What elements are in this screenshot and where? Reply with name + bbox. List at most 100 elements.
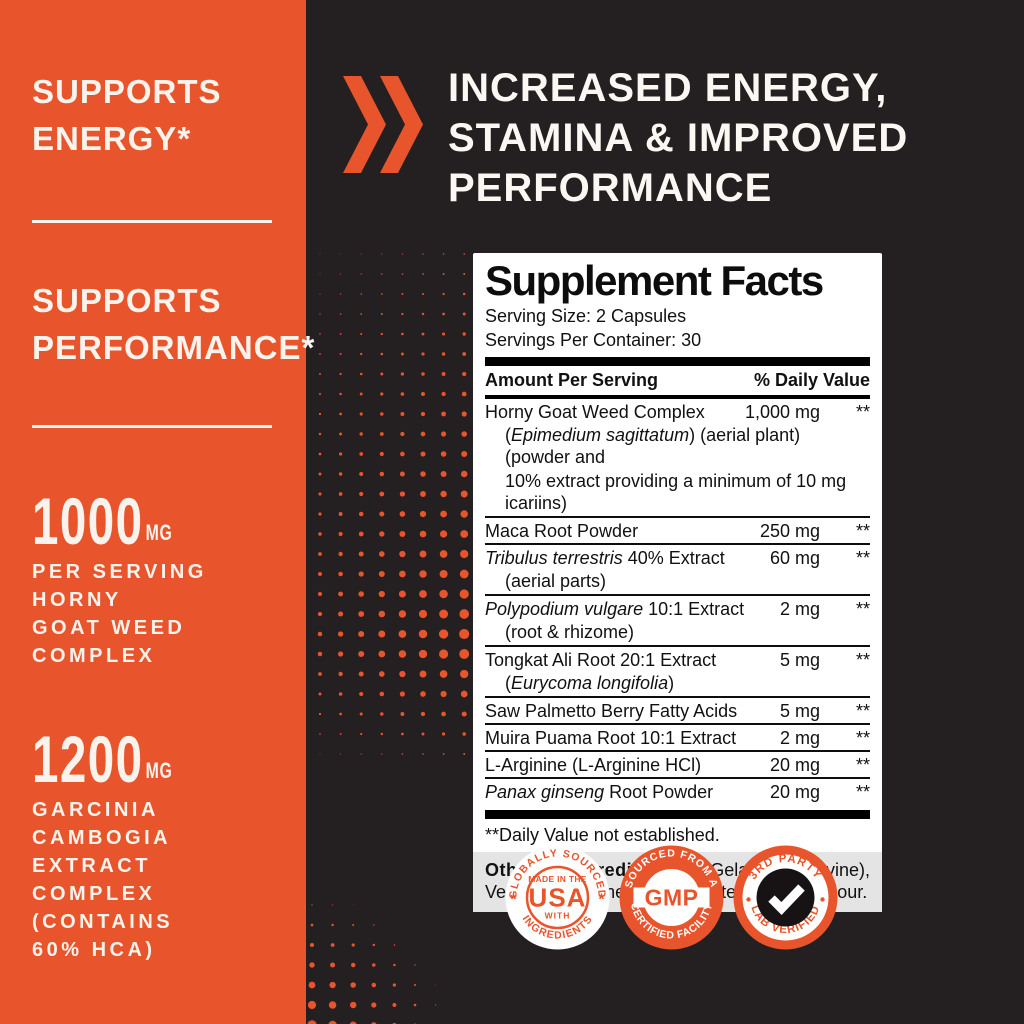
- stat-line: PER SERVING: [32, 561, 207, 583]
- stat-unit: MG: [145, 758, 173, 783]
- text-part: ) (aerial plant) (powder and: [505, 425, 801, 467]
- text-part: ): [668, 673, 675, 693]
- ingredient-daily-value: **: [855, 701, 870, 721]
- daily-value-header: % Daily Value: [753, 370, 870, 390]
- ingredient-row: Tribulus terrestris 40% Extract 60 mg ** (a…: [485, 545, 870, 596]
- ingredient-daily-value: **: [855, 782, 870, 802]
- ingredient-line: Maca Root Powder 250 mg **: [485, 518, 870, 543]
- stat-1200mg-garcinia: 1200 MG GARCINIA CAMBOGIA EXTRACT COMPLEX (C…: [32, 722, 227, 964]
- ingredient-row: Saw Palmetto Berry Fatty Acids 5 mg **: [485, 698, 870, 725]
- made-in-usa-badge: GLOBALLY SOURCED INGREDIENTS * * MADE IN…: [505, 845, 610, 950]
- badge-center-main: USA: [529, 883, 587, 913]
- ingredient-subline: (root & rhizome): [485, 621, 870, 645]
- amount-per-serving-header: Amount Per Serving: [485, 370, 659, 390]
- ingredient-daily-value: **: [855, 755, 870, 775]
- text-part: (: [505, 673, 511, 693]
- ingredient-row: Tongkat Ali Root 20:1 Extract 5 mg ** (Eury…: [485, 647, 870, 698]
- star-icon: *: [510, 892, 517, 909]
- ingredient-name: Panax ginseng Root Powder: [485, 781, 770, 803]
- ingredient-line: Muira Puama Root 10:1 Extract 2 mg **: [485, 725, 870, 750]
- badge-center-top: MADE IN THE: [528, 874, 587, 884]
- latin-name: Tribulus terrestris: [485, 548, 623, 568]
- stat-number: 1200: [32, 722, 144, 796]
- benefit-line: SUPPORTS: [32, 282, 222, 319]
- stat-line: GARCINIA: [32, 799, 159, 821]
- supplement-facts-title: Supplement Facts: [485, 257, 824, 304]
- ingredient-daily-value: **: [855, 650, 870, 670]
- stat2-lines: GARCINIA CAMBOGIA EXTRACT COMPLEX (CONTAINS 6…: [32, 796, 227, 964]
- gmp-certified-badge: SOURCED FROM A CERTIFIED FACILITY GMP: [619, 845, 724, 950]
- ingredient-subline: (Epimedium sagittatum) (aerial plant) (p…: [485, 424, 870, 470]
- ingredient-name: Horny Goat Weed Complex: [485, 401, 745, 423]
- certification-badges: GLOBALLY SOURCED INGREDIENTS * * MADE IN…: [505, 845, 838, 950]
- stat-value: 1000 MG: [32, 484, 173, 558]
- text-part: (root & rhizome): [505, 622, 635, 642]
- latin-name: Eurycoma longifolia: [511, 673, 669, 693]
- ingredient-name: Saw Palmetto Berry Fatty Acids: [485, 700, 780, 722]
- ingredient-line: Saw Palmetto Berry Fatty Acids 5 mg **: [485, 698, 870, 723]
- ingredient-row: L-Arginine (L-Arginine HCl) 20 mg **: [485, 752, 870, 779]
- sidebar-divider: [32, 220, 272, 223]
- badge-center-bottom: WITH: [545, 911, 571, 921]
- stat-line: COMPLEX: [32, 883, 156, 905]
- ingredient-amount: 5 mg: [779, 701, 820, 721]
- servings-per-container: Servings Per Container: 30: [485, 330, 702, 350]
- ingredient-daily-value: **: [855, 548, 870, 568]
- stat-value: 1200 MG: [32, 722, 173, 796]
- ingredient-amount: 1,000 mg: [744, 402, 820, 422]
- dot-separator: [746, 897, 751, 902]
- text-part: 10% extract providing a minimum of 10 mg…: [505, 471, 847, 513]
- text-part: Root Powder: [604, 782, 714, 802]
- stat-number: 1000: [32, 484, 144, 558]
- text-part: Muira Puama Root 10:1 Extract: [485, 728, 737, 748]
- stat-line: COMPLEX: [32, 645, 156, 667]
- ingredient-subline: 10% extract providing a minimum of 10 mg…: [485, 470, 870, 516]
- halftone-dots-pattern: [307, 904, 437, 1024]
- ingredient-line: L-Arginine (L-Arginine HCl) 20 mg **: [485, 752, 870, 777]
- text-part: (aerial parts): [505, 571, 607, 591]
- ingredient-name: Tribulus terrestris 40% Extract: [485, 547, 770, 569]
- daily-value-footnote: **Daily Value not established.: [485, 825, 720, 845]
- ingredient-subline: (Eurycoma longifolia): [485, 672, 870, 696]
- lab-verified-badge: 3RD PARTY LAB VERIFIED: [733, 845, 838, 950]
- stat-1000mg-complex: 1000 MG PER SERVING HORNY GOAT WEED COMPLEX: [32, 484, 227, 670]
- ingredient-daily-value: **: [855, 599, 870, 619]
- table-header-row: Amount Per Serving % Daily Value: [485, 366, 870, 395]
- ingredient-amount: 2 mg: [779, 728, 820, 748]
- ingredient-amount: 20 mg: [769, 782, 820, 802]
- serving-size: Serving Size: 2 Capsules: [485, 306, 687, 326]
- benefit-supports-performance: SUPPORTS PERFORMANCE*: [32, 277, 315, 371]
- text-part: Horny Goat Weed Complex: [485, 402, 705, 422]
- thick-rule: [485, 357, 870, 366]
- latin-name: Panax ginseng: [485, 782, 605, 802]
- ingredient-name: L-Arginine (L-Arginine HCl): [485, 754, 770, 776]
- ingredient-line: Polypodium vulgare 10:1 Extract 2 mg **: [485, 596, 870, 621]
- headline: INCREASED ENERGY, STAMINA & IMPROVED PER…: [448, 63, 908, 213]
- text-part: 10:1 Extract: [643, 599, 745, 619]
- latin-name: Polypodium vulgare: [485, 599, 644, 619]
- ingredient-name: Muira Puama Root 10:1 Extract: [485, 727, 780, 749]
- text-part: L-Arginine (L-Arginine HCl): [485, 755, 702, 775]
- ingredient-amount: 2 mg: [779, 599, 820, 619]
- ingredient-daily-value: **: [855, 728, 870, 748]
- sidebar-divider: [32, 425, 272, 428]
- ingredient-name: Tongkat Ali Root 20:1 Extract: [485, 649, 780, 671]
- ingredient-row: Polypodium vulgare 10:1 Extract 2 mg ** (ro…: [485, 596, 870, 647]
- ingredient-row: Maca Root Powder 250 mg **: [485, 518, 870, 545]
- ingredient-amount: 250 mg: [759, 521, 820, 541]
- ingredient-name: Polypodium vulgare 10:1 Extract: [485, 598, 780, 620]
- ingredient-line: Tongkat Ali Root 20:1 Extract 5 mg **: [485, 647, 870, 672]
- badge-center-main: GMP: [645, 885, 699, 911]
- supplement-rows: Horny Goat Weed Complex 1,000 mg ** (Epimed…: [485, 399, 870, 804]
- benefit-line: ENERGY*: [32, 120, 192, 157]
- benefit-line: SUPPORTS: [32, 73, 222, 110]
- ingredient-row: Muira Puama Root 10:1 Extract 2 mg **: [485, 725, 870, 752]
- ingredient-line: Tribulus terrestris 40% Extract 60 mg **: [485, 545, 870, 570]
- text-part: Maca Root Powder: [485, 521, 639, 541]
- stat-line: EXTRACT: [32, 855, 151, 877]
- ingredient-daily-value: **: [855, 521, 870, 541]
- ingredient-amount: 5 mg: [779, 650, 820, 670]
- halftone-dots-pattern: [317, 253, 470, 755]
- headline-line: PERFORMANCE: [448, 166, 773, 210]
